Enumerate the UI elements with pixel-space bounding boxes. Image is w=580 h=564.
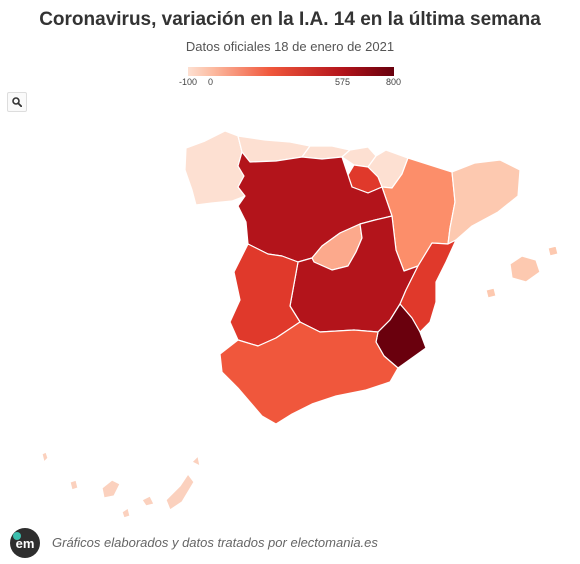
legend-tick-zero: 0 (208, 77, 214, 87)
search-icon (12, 97, 22, 107)
chart-subtitle: Datos oficiales 18 de enero de 2021 (185, 39, 395, 54)
chart-title: Coronavirus, variación en la I.A. 14 en … (39, 9, 541, 30)
region-canarias[interactable] (41, 451, 201, 519)
region-galicia[interactable] (184, 130, 246, 206)
footer: em Gráficos elaborados y datos tratados … (10, 528, 570, 558)
search-button[interactable] (7, 92, 27, 112)
legend-tick-575: 575 (335, 77, 351, 87)
logo-text: em (15, 535, 35, 551)
credit-text: Gráficos elaborados y datos tratados por… (52, 535, 378, 550)
legend-tick-max: 800 (386, 77, 402, 87)
region-baleares[interactable] (485, 245, 559, 299)
region-andalucia[interactable] (219, 321, 399, 425)
electomania-logo: em (10, 528, 40, 558)
color-legend: -100 0 575 800 (179, 64, 401, 90)
legend-gradient (188, 67, 394, 76)
region-cataluna[interactable] (447, 159, 521, 245)
logo-dot (13, 532, 21, 540)
legend-tick-min: -100 (179, 77, 198, 87)
